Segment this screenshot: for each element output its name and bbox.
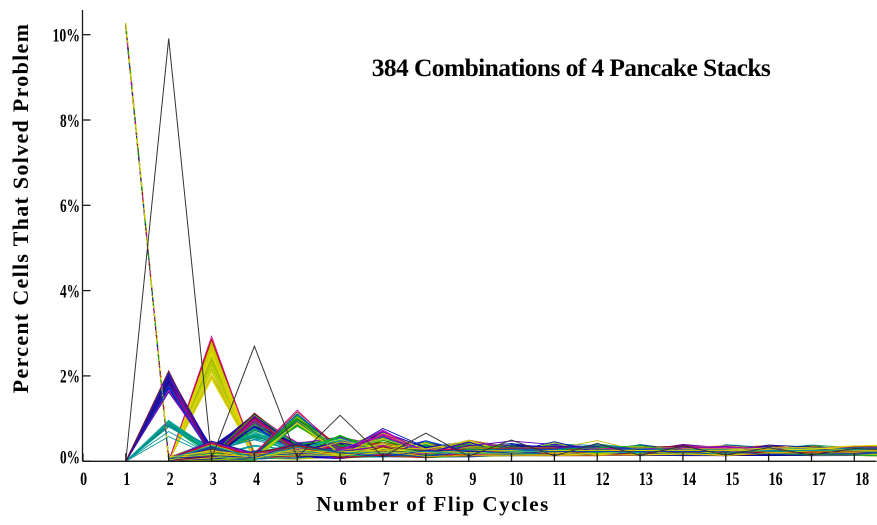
svg-text:4: 4 bbox=[253, 470, 260, 490]
svg-text:3: 3 bbox=[210, 470, 217, 490]
svg-text:16: 16 bbox=[769, 470, 783, 490]
svg-text:13: 13 bbox=[639, 470, 653, 490]
svg-text:10: 10 bbox=[509, 470, 523, 490]
svg-text:9: 9 bbox=[469, 470, 476, 490]
svg-text:6%: 6% bbox=[60, 197, 80, 217]
svg-text:4%: 4% bbox=[60, 282, 80, 302]
svg-text:2%: 2% bbox=[60, 368, 80, 388]
svg-text:8%: 8% bbox=[60, 112, 80, 132]
svg-text:6: 6 bbox=[340, 470, 347, 490]
svg-text:11: 11 bbox=[552, 470, 566, 490]
svg-text:10%: 10% bbox=[53, 27, 81, 47]
svg-text:Percent Cells That Solved Prob: Percent Cells That Solved Problem bbox=[8, 23, 33, 393]
svg-text:2: 2 bbox=[167, 470, 174, 490]
svg-text:17: 17 bbox=[812, 470, 826, 490]
svg-text:Number of Flip Cycles: Number of Flip Cycles bbox=[316, 492, 550, 516]
svg-text:1: 1 bbox=[123, 470, 130, 490]
svg-text:12: 12 bbox=[596, 470, 610, 490]
svg-text:18: 18 bbox=[855, 470, 869, 490]
svg-text:5: 5 bbox=[296, 470, 303, 490]
svg-text:0: 0 bbox=[80, 470, 87, 490]
svg-text:0%: 0% bbox=[60, 448, 80, 468]
svg-text:15: 15 bbox=[725, 470, 739, 490]
svg-text:7: 7 bbox=[383, 470, 390, 490]
svg-text:384 Combinations of 4 Pancake: 384 Combinations of 4 Pancake Stacks bbox=[372, 53, 771, 82]
svg-text:8: 8 bbox=[426, 470, 433, 490]
svg-text:14: 14 bbox=[682, 470, 696, 490]
